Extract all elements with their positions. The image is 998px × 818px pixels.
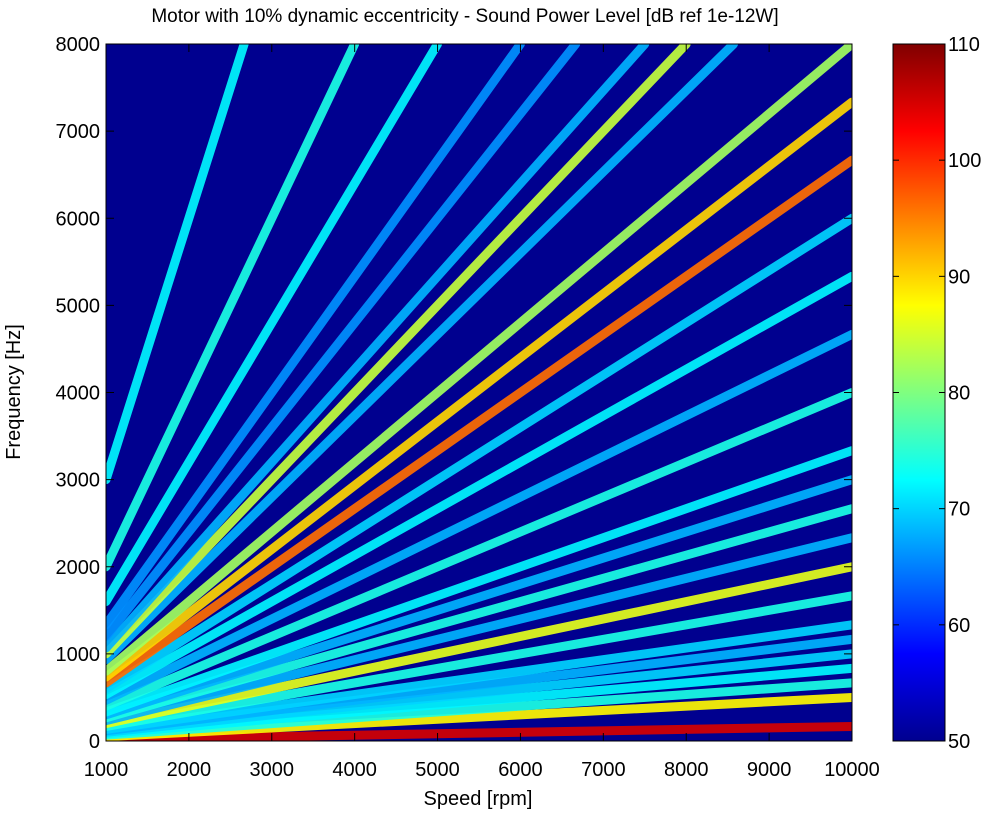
x-tick-label: 9000 [747, 759, 792, 781]
y-tick-label: 4000 [56, 383, 101, 405]
colorbar-tick-label: 100 [948, 150, 981, 172]
x-axis-label: Speed [rpm] [424, 788, 533, 810]
harmonic-line-order-36 [106, 213, 852, 694]
colorbar-tick-label: 90 [948, 266, 970, 288]
colorbar-tick-label: 70 [948, 499, 970, 521]
x-tick-label: 10000 [824, 759, 880, 781]
harmonic-line-order-80 [106, 44, 525, 630]
y-tick-label: 2000 [56, 557, 101, 579]
y-tick-label: 6000 [56, 208, 101, 230]
x-tick-label: 2000 [167, 759, 212, 781]
harmonic-line-order-96 [106, 44, 443, 607]
colorbar-tick-label: 110 [948, 34, 980, 56]
chart-title: Motor with 10% dynamic eccentricity - So… [151, 6, 778, 27]
harmonic-line-order-120 [106, 44, 360, 572]
harmonic-line-order-56 [106, 44, 739, 665]
harmonic-line-order-24 [106, 388, 852, 711]
harmonic-line-order-16 [106, 504, 852, 723]
harmonic-line-order-180 [106, 44, 249, 485]
harmonic-line-order-60 [106, 44, 691, 659]
y-tick-label: 8000 [56, 34, 101, 56]
harmonic-line-order-20 [106, 446, 852, 717]
harmonic-line-order-12 [106, 562, 852, 729]
y-tick-label: 0 [89, 731, 100, 753]
harmonic-line-order-32 [106, 271, 852, 700]
harmonic-line-order-72 [106, 44, 581, 641]
y-tick-label: 5000 [56, 295, 101, 317]
harmonic-line-order-40 [106, 155, 852, 688]
x-tick-label: 1000 [84, 759, 129, 781]
harmonic-line-order-18 [106, 475, 852, 720]
y-axis-label: Frequency [Hz] [3, 324, 25, 460]
harmonic-line-order-1 [106, 721, 852, 741]
harmonic-line-order-48 [106, 44, 852, 676]
x-tick-label: 5000 [415, 759, 460, 781]
colorbar [892, 43, 946, 742]
colorbar-tick-label: 80 [948, 383, 970, 405]
y-tick-label: 3000 [56, 470, 101, 492]
colorbar-tick-label: 50 [948, 731, 970, 753]
y-tick-label: 7000 [56, 121, 101, 143]
y-tick-label: 1000 [56, 644, 101, 666]
x-axis: 1000 2000 3000 4000 5000 6000 7000 8000 9000 1000… [84, 44, 880, 781]
harmonic-line-order-8 [106, 620, 852, 734]
x-tick-label: 3000 [250, 759, 295, 781]
x-tick-label: 6000 [498, 759, 543, 781]
colorbar-tick-label: 60 [948, 615, 970, 637]
harmonic-line-order-10 [106, 591, 852, 731]
harmonic-line-order-14 [106, 533, 852, 726]
y-axis: 0 1000 2000 3000 4000 5000 6000 7000 8000 [56, 34, 852, 753]
harmonic-lines [106, 44, 852, 741]
harmonic-line-order-28 [106, 329, 852, 705]
x-tick-label: 8000 [664, 759, 709, 781]
colorbar-axis: 50 60 70 80 90 100 110 [893, 34, 981, 753]
x-tick-label: 7000 [581, 759, 626, 781]
harmonic-line-order-64 [106, 44, 650, 653]
harmonic-line-order-44 [106, 97, 852, 682]
x-tick-label: 4000 [332, 759, 377, 781]
